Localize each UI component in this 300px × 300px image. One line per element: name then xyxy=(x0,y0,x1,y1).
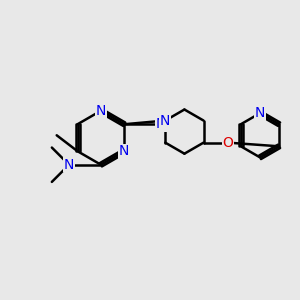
Text: N: N xyxy=(160,114,170,128)
Text: N: N xyxy=(64,158,74,172)
Text: N: N xyxy=(119,144,130,158)
Text: O: O xyxy=(223,136,233,150)
Text: N: N xyxy=(96,104,106,118)
Text: N: N xyxy=(255,106,265,120)
Text: N: N xyxy=(156,117,166,131)
